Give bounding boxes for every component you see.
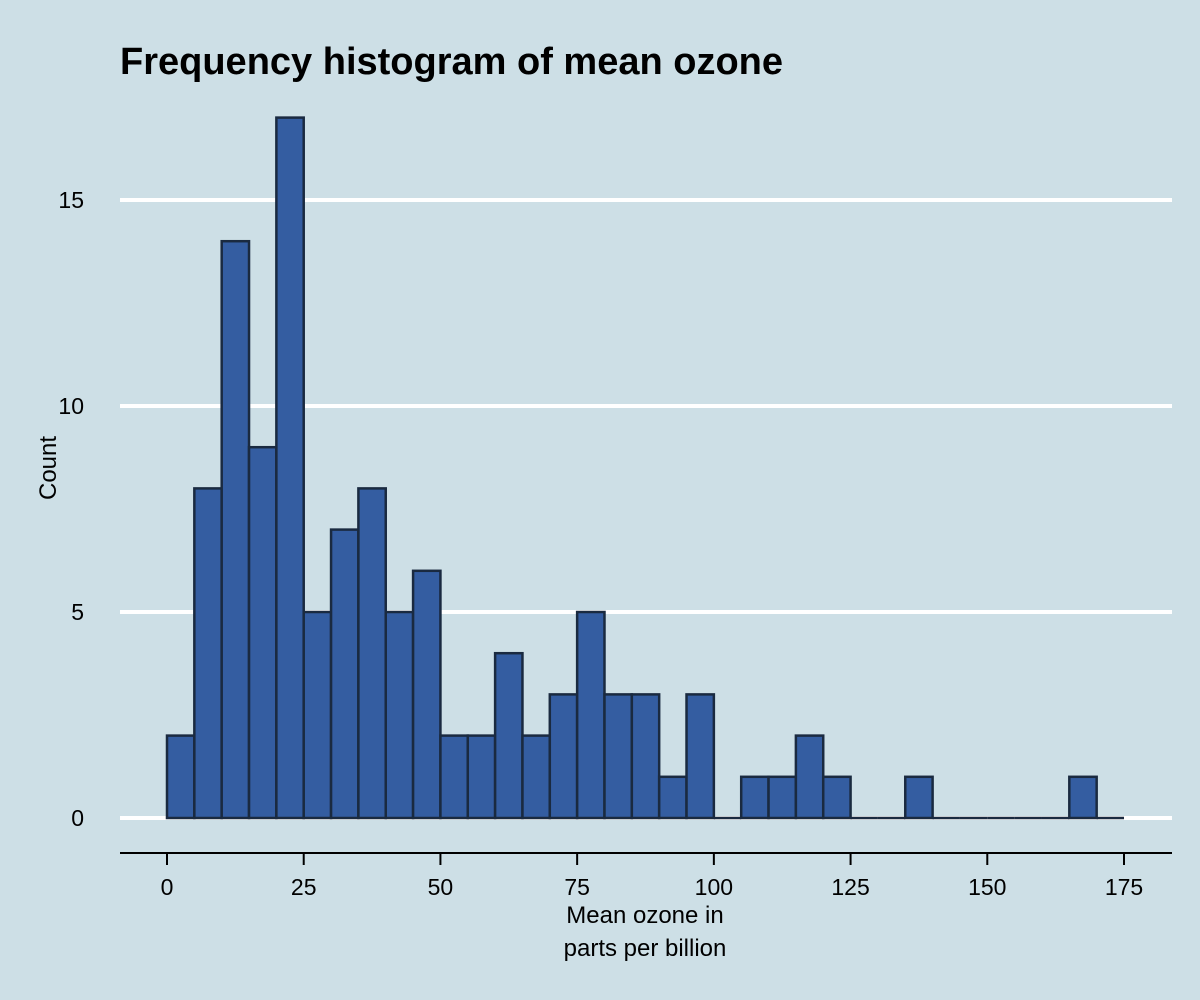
x-axis-label-line-1: Mean ozone in xyxy=(566,902,723,929)
histogram-bar-65-70 xyxy=(521,734,552,820)
histogram-bar-30-35 xyxy=(329,528,360,820)
histogram-bar-135-140 xyxy=(904,775,934,820)
y-tick-label-10: 10 xyxy=(58,393,84,419)
histogram-bar-50-55 xyxy=(439,734,470,820)
histogram-bar-95-100 xyxy=(685,693,716,820)
histogram-bar-10-15 xyxy=(220,239,251,820)
x-tick-label-150: 150 xyxy=(968,874,1006,900)
histogram-bar-75-80 xyxy=(575,610,606,820)
histogram-bar-120-125 xyxy=(821,775,852,820)
histogram-bar-165-170 xyxy=(1068,775,1098,820)
y-tick-label-0: 0 xyxy=(71,805,84,831)
y-tick-label-15: 15 xyxy=(58,187,84,213)
histogram-bar-20-25 xyxy=(275,116,305,820)
histogram-bar-70-75 xyxy=(548,693,579,820)
x-tick-label-100: 100 xyxy=(695,874,733,900)
chart-title: Frequency histogram of mean ozone xyxy=(120,41,783,83)
histogram-bar-115-120 xyxy=(794,734,825,820)
histogram-bar-90-95 xyxy=(657,775,688,820)
histogram-bar-60-65 xyxy=(493,651,524,820)
y-axis-label: Count xyxy=(35,436,62,500)
x-tick-label-125: 125 xyxy=(831,874,869,900)
histogram-bar-40-45 xyxy=(384,610,415,820)
x-tick-label-175: 175 xyxy=(1105,874,1143,900)
bars xyxy=(165,116,1125,820)
histogram-bar-5-10 xyxy=(193,487,223,820)
histogram-bar-0-5 xyxy=(165,734,196,820)
histogram-bar-45-50 xyxy=(411,569,442,820)
histogram-bar-15-20 xyxy=(247,445,278,820)
x-tick-label-75: 75 xyxy=(564,874,590,900)
histogram-bar-25-30 xyxy=(302,610,333,820)
histogram-bar-105-110 xyxy=(739,775,770,820)
histogram-bar-110-115 xyxy=(767,775,798,820)
x-tick-label-0: 0 xyxy=(161,874,174,900)
y-tick-label-5: 5 xyxy=(71,599,84,625)
x-tick-label-50: 50 xyxy=(428,874,454,900)
x-tick-label-25: 25 xyxy=(291,874,317,900)
histogram-bar-85-90 xyxy=(630,693,661,820)
histogram-bar-55-60 xyxy=(466,734,497,820)
x-axis-label-line-2: parts per billion xyxy=(564,935,727,962)
histogram-bar-35-40 xyxy=(357,487,387,820)
histogram-bar-80-85 xyxy=(603,693,634,820)
